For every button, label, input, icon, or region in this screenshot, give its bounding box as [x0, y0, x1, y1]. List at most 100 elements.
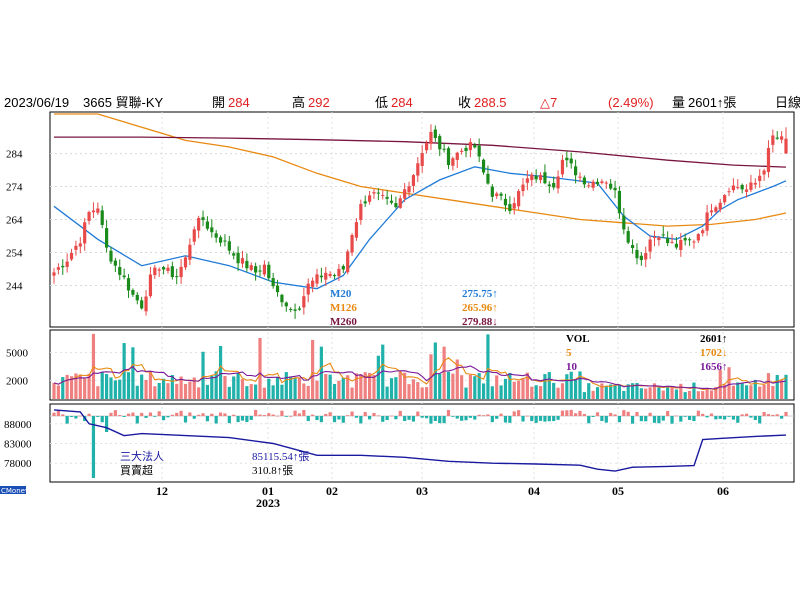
candle-body [534, 175, 538, 180]
inst-tick-label: 78000 [4, 458, 32, 470]
candle-body [674, 243, 679, 248]
candle-body [218, 237, 223, 243]
candle-body [460, 150, 464, 152]
candle-body [648, 239, 652, 252]
inst-netbuy-bar [666, 410, 670, 416]
x-label-06: 06 [717, 484, 729, 498]
price-axis: 244 254 264 274 284 [6, 149, 23, 293]
inst-netbuy-bar [69, 416, 74, 417]
candle-body [503, 198, 508, 206]
volume-bar [521, 378, 525, 399]
legend-m260-value: 279.88↓ [462, 316, 498, 328]
volume-bar [280, 384, 284, 399]
header-change-pct: (2.49%) [608, 95, 654, 110]
volume-bar [780, 379, 784, 399]
volume-bar [315, 380, 319, 399]
x-label-03: 03 [416, 484, 428, 498]
volume-bar [731, 385, 736, 399]
volume-bar [736, 382, 740, 399]
candle-body [486, 173, 490, 184]
x-label-01: 01 [262, 484, 274, 498]
candle-body [547, 184, 551, 187]
inst-netbuy-bar [267, 413, 271, 416]
inst-netbuy-bar [687, 416, 692, 420]
candle-body [91, 210, 96, 213]
volume-bar [683, 392, 687, 399]
candle-body [766, 147, 771, 172]
candle-body [328, 273, 332, 277]
inst-netbuy-bar [420, 416, 424, 418]
volume-bar [604, 385, 608, 399]
candle-body [65, 261, 69, 267]
volume-bar [78, 374, 82, 399]
volume-bar [341, 377, 345, 399]
candle-body [617, 190, 622, 214]
inst-netbuy-bar [236, 416, 240, 423]
inst-netbuy-bar [495, 416, 499, 419]
candle-body [56, 267, 60, 270]
volume-bar [666, 386, 670, 399]
candle-body [569, 158, 573, 164]
volume-bar [648, 387, 652, 399]
volume-bar [753, 379, 757, 399]
inst-netbuy-bar [394, 416, 398, 420]
volume-bar [157, 382, 161, 399]
inst-netbuy-bar [363, 412, 367, 416]
inst-netbuy-bar [451, 416, 455, 417]
inst-netbuy-bar [78, 415, 82, 417]
candle-body [166, 267, 170, 271]
inst-netbuy-bar [359, 416, 363, 424]
legend-vol5-value: 1702↓ [700, 347, 728, 359]
volume-bar [126, 372, 131, 399]
candle-body [372, 192, 376, 194]
volume-bar [630, 383, 635, 399]
volume-bars [52, 333, 788, 399]
candle-body [709, 210, 714, 213]
candle-body [609, 183, 613, 189]
header-high-value: 292 [308, 95, 330, 110]
candle-body [508, 204, 512, 212]
inst-netbuy-bar [438, 416, 442, 424]
volume-bar [560, 383, 565, 399]
inst-netbuy-bar [657, 416, 661, 424]
candle-body [315, 274, 319, 284]
candle-body [455, 152, 459, 160]
volume-bar [775, 374, 779, 399]
inst-netbuy-bar [65, 416, 69, 424]
volume-bar [661, 390, 665, 399]
inst-netbuy-bar [784, 412, 788, 416]
legend-netbuy-name: 買賣超 [120, 463, 153, 477]
legend-m126-name: M126 [330, 302, 357, 314]
volume-bar [96, 386, 100, 399]
volume-bar [131, 347, 135, 399]
inst-netbuy-bar [486, 414, 490, 416]
candle-body [61, 265, 65, 268]
volume-bar [337, 380, 341, 399]
inst-netbuy-bar [140, 412, 144, 416]
inst-holdings-line [53, 409, 787, 472]
legend-netbuy-value: 310.8↑張 [252, 464, 293, 477]
inst-netbuy-bar [324, 413, 328, 416]
volume-bar [359, 374, 363, 399]
volume-bar [398, 371, 402, 399]
candle-body [604, 182, 608, 184]
inst-netbuy-bar [271, 414, 275, 416]
inst-netbuy-bar [635, 412, 639, 416]
candle-body [679, 239, 683, 250]
volume-bar [530, 386, 534, 399]
volume-bar [639, 388, 643, 399]
volume-bar [394, 377, 398, 399]
legend-vol-value: 2601↑ [700, 333, 728, 345]
candle-body [161, 267, 166, 270]
volume-bar [223, 375, 227, 399]
inst-netbuy-bar [170, 414, 174, 416]
inst-netbuy-bar [749, 416, 753, 418]
inst-netbuy-bar [429, 416, 433, 424]
inst-netbuy-bar [175, 412, 179, 416]
candle-body [78, 243, 82, 247]
candle-body [389, 200, 394, 203]
volume-bar [468, 374, 473, 399]
x-label-12: 12 [156, 484, 168, 498]
candle-body [481, 159, 486, 173]
volume-bar [446, 371, 451, 399]
